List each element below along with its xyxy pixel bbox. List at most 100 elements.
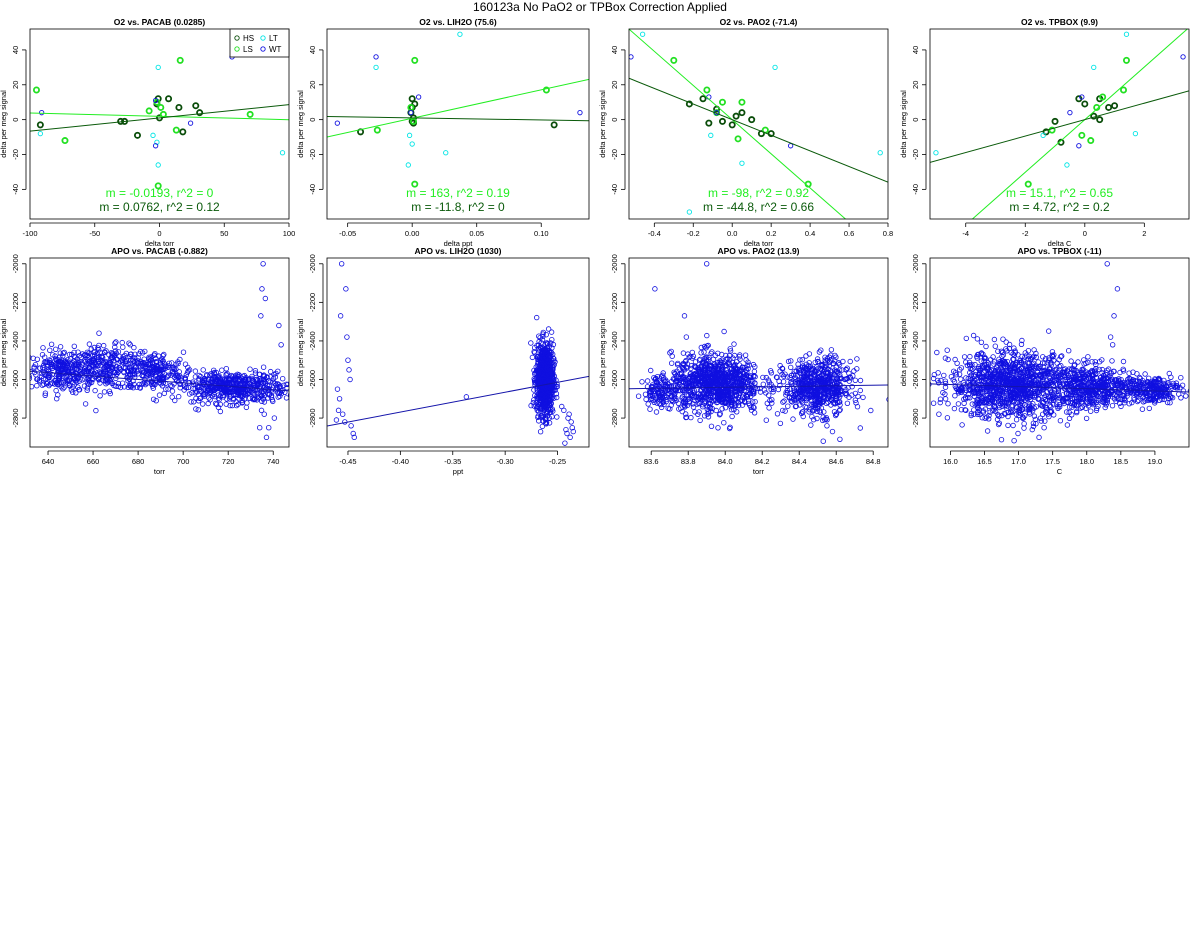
data-point <box>831 390 838 396</box>
data-point <box>186 367 193 373</box>
data-point <box>140 362 147 368</box>
data-point <box>837 402 843 408</box>
data-point <box>648 393 654 399</box>
data-point <box>815 359 821 365</box>
data-point <box>125 372 131 378</box>
data-point <box>213 369 219 376</box>
data-point <box>172 397 178 404</box>
data-point <box>751 410 758 416</box>
data-point <box>1015 399 1021 406</box>
data-point <box>169 369 175 375</box>
data-point <box>60 353 66 359</box>
data-point <box>1042 418 1048 424</box>
data-point <box>781 398 787 404</box>
data-point <box>30 375 33 382</box>
data-point <box>763 390 769 396</box>
data-point <box>957 367 963 373</box>
data-point-hs <box>196 109 204 117</box>
data-point <box>1005 422 1011 429</box>
data-point <box>534 393 540 399</box>
data-point <box>190 386 196 392</box>
data-point <box>814 356 821 362</box>
y-tick-label: -40 <box>11 184 20 195</box>
data-point <box>798 392 804 398</box>
x-tick-label: 84.0 <box>718 457 733 466</box>
plot-frame <box>929 28 1190 220</box>
data-point <box>692 381 699 387</box>
data-point <box>280 376 286 382</box>
data-point <box>260 373 267 379</box>
data-point-ls <box>734 135 742 143</box>
data-point-hs <box>1105 103 1113 111</box>
data-point <box>716 412 723 418</box>
data-point <box>241 381 248 387</box>
data-point <box>742 352 749 358</box>
data-point <box>811 368 818 374</box>
data-point-lt <box>443 150 449 156</box>
data-point-lt <box>155 162 161 168</box>
fit-line-ls <box>327 78 589 138</box>
data-point <box>538 363 545 369</box>
data-point-hs <box>1057 138 1065 146</box>
data-point <box>48 341 55 347</box>
data-point <box>261 377 267 383</box>
data-point <box>254 394 260 400</box>
data-point-lt <box>877 150 883 156</box>
data-point <box>754 385 761 391</box>
data-point <box>729 385 735 392</box>
data-point <box>679 394 686 400</box>
y-tick-label: -2600 <box>610 370 619 389</box>
data-point-hs <box>728 121 736 129</box>
data-point <box>535 358 541 365</box>
data-point <box>857 387 863 394</box>
data-point <box>551 387 557 394</box>
fit-annotation-ls: m = -0.0193, r^2 = 0 <box>106 186 214 200</box>
x-tick-label: 100 <box>283 229 296 238</box>
data-point <box>1027 356 1034 363</box>
data-point <box>645 401 651 407</box>
data-point-hs <box>1111 102 1119 110</box>
data-point <box>674 375 680 382</box>
data-point <box>748 407 755 413</box>
data-point <box>653 379 660 385</box>
data-point <box>660 372 666 378</box>
data-point <box>715 350 721 356</box>
data-point <box>823 374 829 381</box>
data-point <box>269 397 275 403</box>
x-tick-label: 0.2 <box>766 229 776 238</box>
data-point <box>945 401 951 407</box>
data-point <box>1021 425 1027 431</box>
data-point <box>84 352 91 358</box>
data-point <box>751 368 758 375</box>
data-point <box>643 396 649 403</box>
data-point <box>54 396 60 402</box>
data-point <box>776 378 782 384</box>
data-point <box>73 379 80 385</box>
data-point <box>663 377 669 383</box>
data-point <box>969 401 975 407</box>
data-point <box>546 372 552 379</box>
data-point <box>948 374 955 380</box>
data-point <box>825 369 831 376</box>
chart-panel-8: 16.0 16.5 17.0 17.5 18.0 18.5 19.0-2800-2600-2… <box>899 246 1190 476</box>
data-point <box>642 391 649 397</box>
data-point <box>567 434 573 441</box>
data-point <box>868 407 874 414</box>
data-point <box>247 395 253 401</box>
data-point <box>983 343 989 350</box>
y-tick-label: 20 <box>610 81 619 89</box>
data-point <box>56 375 62 382</box>
data-point <box>721 376 727 383</box>
data-point <box>839 367 845 373</box>
data-point-lt <box>639 31 646 37</box>
data-point <box>247 366 253 372</box>
y-tick-label: 20 <box>308 81 317 89</box>
data-point <box>790 416 796 422</box>
plot-area <box>327 31 589 188</box>
y-tick-label: 40 <box>911 46 920 54</box>
data-point <box>807 388 813 395</box>
data-point <box>750 373 757 380</box>
data-point <box>546 358 552 365</box>
fit-annotation-ls: m = 163, r^2 = 0.19 <box>406 186 510 200</box>
data-point <box>91 352 98 358</box>
